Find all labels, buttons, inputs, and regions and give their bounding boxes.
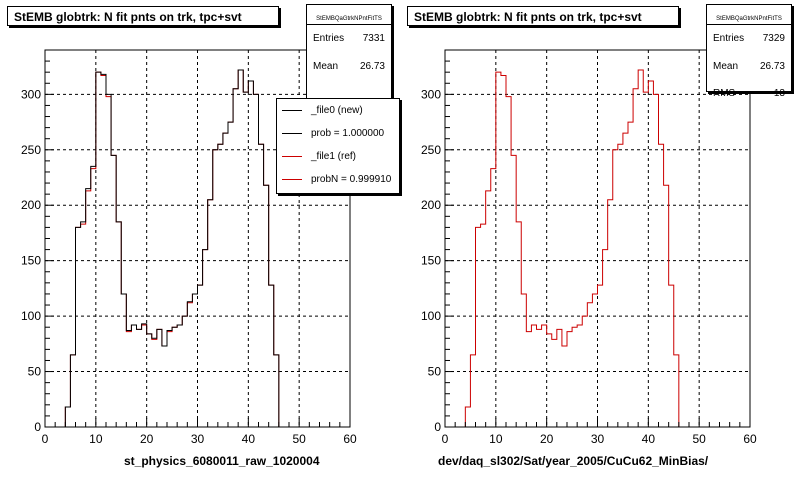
right-stats-box: StEMBQaGtrkNPntFitTS Entries 7329 Mean 2… <box>706 4 792 99</box>
mean-label: Mean <box>313 61 339 72</box>
right-histogram-panel: 0 10 20 30 40 50 60 0 50 100 150 200 250 300 StEMB gl… <box>400 0 800 480</box>
x-tick-label: 0 <box>442 432 449 446</box>
mean-label: Mean <box>713 61 739 72</box>
x-tick-label: 50 <box>692 432 706 446</box>
y-tick-label: 50 <box>428 365 442 379</box>
left-stats-name: StEMBQaGtrkNPntFitTS <box>307 5 391 25</box>
x-tick-label: 60 <box>743 432 757 446</box>
mean-value: 26.73 <box>359 61 385 72</box>
rms-label: RMS <box>713 88 736 99</box>
y-tick-label: 0 <box>434 420 441 434</box>
legend-entry: _file1 (ref) <box>277 145 399 168</box>
legend-entry: probN = 0.999910 <box>277 168 399 191</box>
x-tick-label: 0 <box>42 432 49 446</box>
histogram-series-line <box>445 69 750 428</box>
y-tick-label: 300 <box>421 87 441 101</box>
legend-label: probN = 0.999910 <box>311 174 392 185</box>
y-tick-label: 300 <box>21 87 41 101</box>
entries-value: 7329 <box>762 33 785 44</box>
x-tick-label: 20 <box>140 432 154 446</box>
left-stats-entries-row: Entries 7331 <box>307 25 391 53</box>
legend-line-black <box>282 133 302 134</box>
rms-value: 13 <box>773 88 785 99</box>
mean-value: 26.73 <box>759 61 785 72</box>
x-tick-label: 40 <box>642 432 656 446</box>
legend-entry: _file0 (new) <box>277 99 399 122</box>
entries-value: 7331 <box>362 33 385 44</box>
left-stats-mean-row: Mean 26.73 <box>307 53 391 81</box>
right-x-axis-label: dev/daq_sl302/Sat/year_2005/CuCu62_MinBi… <box>438 454 709 468</box>
x-tick-label: 30 <box>591 432 605 446</box>
left-chart-title: StEMB globtrk: N fit pnts on trk, tpc+sv… <box>7 6 279 26</box>
x-tick-label: 20 <box>540 432 554 446</box>
right-plot-area: 0 10 20 30 40 50 60 0 50 100 150 200 250 300 <box>421 49 757 446</box>
left-legend: _file0 (new) prob = 1.000000 _file1 (ref… <box>276 98 400 194</box>
x-tick-label: 40 <box>242 432 256 446</box>
left-histogram-panel: 0 10 20 30 40 50 60 0 50 100 150 200 250 300 StEMB gl… <box>7 4 400 468</box>
y-tick-label: 50 <box>28 365 42 379</box>
right-chart-title: StEMB globtrk: N fit pnts on trk, tpc+sv… <box>407 6 679 26</box>
legend-label: prob = 1.000000 <box>311 128 385 139</box>
x-tick-label: 60 <box>343 432 357 446</box>
y-tick-label: 250 <box>421 143 441 157</box>
x-tick-label: 50 <box>292 432 306 446</box>
x-tick-label: 10 <box>489 432 503 446</box>
y-tick-label: 100 <box>421 309 441 323</box>
legend-line-black <box>282 110 302 111</box>
entries-label: Entries <box>313 33 345 44</box>
legend-line-red <box>282 156 302 157</box>
y-tick-label: 200 <box>421 198 441 212</box>
legend-label: _file1 (ref) <box>311 151 357 162</box>
right-stats-rms-row: RMS 13 <box>707 81 791 107</box>
right-stats-entries-row: Entries 7329 <box>707 25 791 53</box>
legend-entry: prob = 1.000000 <box>277 122 399 145</box>
y-tick-label: 150 <box>21 254 41 268</box>
right-stats-mean-row: Mean 26.73 <box>707 53 791 81</box>
y-tick-label: 250 <box>21 143 41 157</box>
legend-line-red <box>282 179 302 180</box>
y-tick-label: 100 <box>21 309 41 323</box>
left-x-axis-label: st_physics_6080011_raw_1020004 <box>124 454 320 468</box>
y-tick-label: 200 <box>21 198 41 212</box>
entries-label: Entries <box>713 33 745 44</box>
y-tick-label: 150 <box>421 254 441 268</box>
legend-label: _file0 (new) <box>311 105 363 116</box>
right-stats-name: StEMBQaGtrkNPntFitTS <box>707 5 791 25</box>
histogram-series-line <box>45 69 350 428</box>
x-tick-label: 10 <box>89 432 103 446</box>
x-tick-label: 30 <box>191 432 205 446</box>
y-tick-label: 0 <box>34 420 41 434</box>
